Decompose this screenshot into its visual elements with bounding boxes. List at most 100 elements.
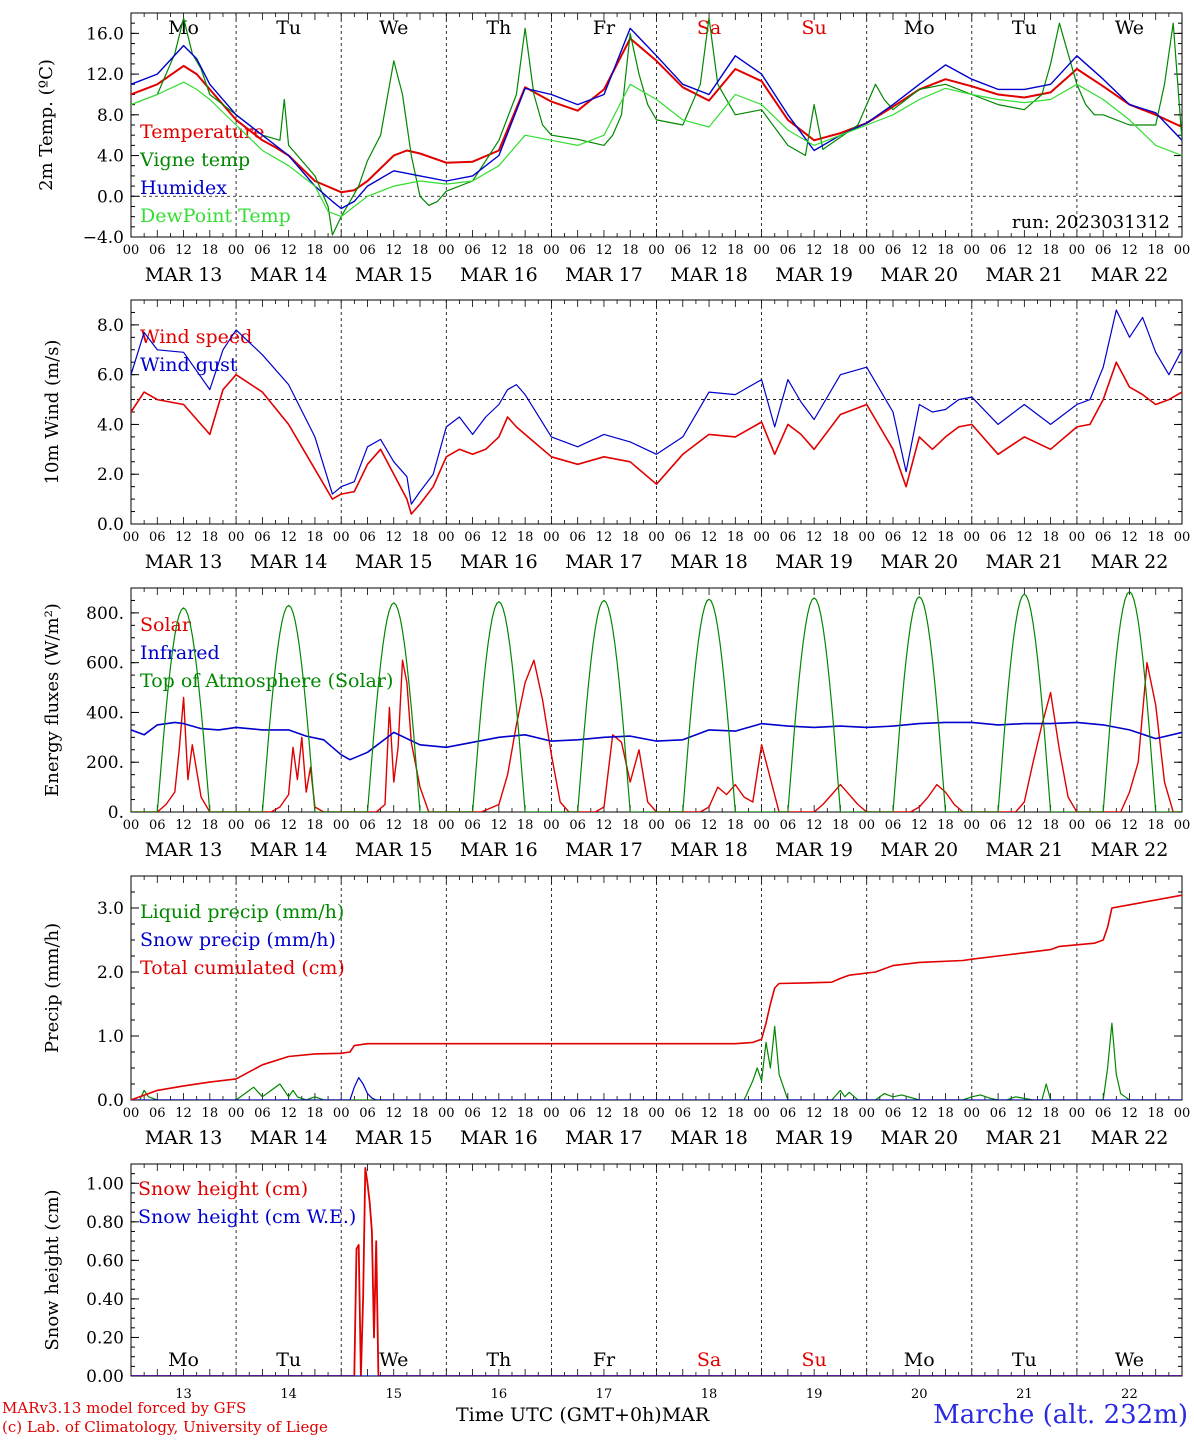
credit-line-2: (c) Lab. of Climatology, University of L…	[2, 1418, 328, 1436]
day-label: MAR 13	[145, 1127, 223, 1149]
hour-tick-label: 00	[648, 243, 665, 258]
hour-tick-label: 12	[491, 818, 508, 833]
hour-tick-label: 12	[385, 1106, 402, 1121]
legend-entry: Snow height (cm)	[138, 1178, 308, 1200]
hour-tick-label: 18	[832, 530, 849, 545]
hour-tick-label: 00	[964, 530, 981, 545]
hour-tick-label: 12	[385, 243, 402, 258]
hour-tick-label: 00	[648, 1106, 665, 1121]
plot-frame	[130, 299, 1183, 525]
y-tick-label: 0.00	[86, 1367, 124, 1387]
hour-tick-label: 18	[727, 1106, 744, 1121]
day-label: MAR 16	[460, 551, 538, 573]
hour-tick-label: 00	[753, 243, 770, 258]
day-label: MAR 15	[355, 264, 433, 286]
panel-2: 0.0 2.0 4.0 6.0 8.0 10m Wind (m/s) 00 06 12 18 MAR…	[42, 299, 1191, 573]
hour-tick-label: 00	[543, 1106, 560, 1121]
hour-tick-label: 00	[753, 818, 770, 833]
y-axis-label: 10m Wind (m/s)	[42, 340, 63, 485]
hour-tick-label: 18	[412, 530, 429, 545]
day-label: MAR 21	[985, 839, 1063, 861]
y-tick-label: 4.0	[97, 415, 124, 435]
hour-tick-label: 00	[123, 530, 140, 545]
month-label: MAR	[661, 1404, 710, 1426]
day-label: MAR 19	[775, 1127, 853, 1149]
hour-tick-label: 00	[753, 1106, 770, 1121]
y-tick-label: 400.	[86, 703, 124, 723]
day-label: MAR 19	[775, 264, 853, 286]
hour-tick-label: 12	[911, 530, 928, 545]
day-number-label: 13	[175, 1387, 192, 1400]
hour-tick-label: 06	[1095, 818, 1112, 833]
hour-tick-label: 06	[780, 818, 797, 833]
day-label: MAR 20	[880, 839, 958, 861]
day-label: MAR 19	[775, 839, 853, 861]
y-tick-label: 800.	[86, 604, 124, 624]
hour-tick-label: 06	[569, 530, 586, 545]
hour-tick-label: 12	[911, 243, 928, 258]
hour-tick-label: 18	[307, 1106, 324, 1121]
day-label: MAR 21	[985, 1127, 1063, 1149]
hour-tick-label: 06	[1095, 530, 1112, 545]
hour-tick-label: 18	[202, 1106, 219, 1121]
hour-tick-label: 12	[175, 1106, 192, 1121]
hour-tick-label: 06	[569, 243, 586, 258]
hour-tick-label: 12	[1016, 1106, 1033, 1121]
hour-tick-label: 00	[333, 818, 350, 833]
series-top-of-atmosphere-solar	[131, 591, 1182, 812]
day-label: MAR 14	[250, 1127, 328, 1149]
hour-tick-label: 12	[175, 818, 192, 833]
hour-tick-label: 18	[622, 818, 639, 833]
hour-tick-label: 00	[228, 818, 245, 833]
hour-tick-label: 18	[517, 1106, 534, 1121]
y-tick-label: 0.20	[86, 1328, 124, 1348]
y-tick-label: 1.00	[86, 1174, 124, 1194]
credit-line-1: MARv3.13 model forced by GFS	[2, 1399, 247, 1417]
hour-tick-label: 18	[937, 1106, 954, 1121]
weekday-label: Su	[802, 17, 827, 39]
day-label: MAR 16	[460, 1127, 538, 1149]
hour-tick-label: 18	[832, 243, 849, 258]
hour-tick-label: 12	[1121, 1106, 1138, 1121]
hour-tick-label: 00	[1174, 818, 1191, 833]
hour-tick-label: 00	[858, 1106, 875, 1121]
y-tick-label: 200.	[86, 753, 124, 773]
hour-tick-label: 18	[307, 818, 324, 833]
day-label: MAR 20	[880, 551, 958, 573]
series-vigne-temp	[131, 17, 1182, 236]
hour-tick-label: 00	[1069, 530, 1086, 545]
hour-tick-label: 12	[1121, 243, 1138, 258]
plot-frame	[130, 12, 1183, 238]
day-label: MAR 22	[1091, 1127, 1169, 1149]
y-tick-label: 0.0	[97, 187, 124, 207]
series-wind-gust	[131, 309, 1182, 505]
hour-tick-label: 06	[464, 1106, 481, 1121]
day-label: MAR 16	[460, 264, 538, 286]
hour-tick-label: 00	[228, 1106, 245, 1121]
hour-tick-label: 00	[1174, 1106, 1191, 1121]
hour-tick-label: 06	[1095, 1106, 1112, 1121]
hour-tick-label: 00	[1174, 530, 1191, 545]
hour-tick-label: 12	[701, 1106, 718, 1121]
legend-entry: DewPoint Temp	[140, 205, 291, 227]
day-label: MAR 15	[355, 839, 433, 861]
hour-tick-label: 18	[727, 530, 744, 545]
hour-tick-label: 06	[149, 243, 166, 258]
hour-tick-label: 12	[1121, 530, 1138, 545]
hour-tick-label: 00	[1174, 243, 1191, 258]
hour-tick-label: 12	[175, 530, 192, 545]
hour-tick-label: 06	[149, 530, 166, 545]
y-tick-label: 0.40	[86, 1290, 124, 1310]
series-snow-precip-mm-h	[131, 1077, 1182, 1100]
hour-tick-label: 00	[438, 1106, 455, 1121]
day-number-label: 20	[911, 1387, 928, 1400]
day-number-label: 15	[385, 1387, 402, 1400]
hour-tick-label: 12	[596, 818, 613, 833]
hour-tick-label: 06	[1095, 243, 1112, 258]
hour-tick-label: 06	[885, 1106, 902, 1121]
y-tick-label: 0.	[108, 803, 124, 823]
hour-tick-label: 06	[359, 1106, 376, 1121]
weekday-label: Mo	[904, 1349, 935, 1371]
legend-entry: Vigne temp	[139, 149, 250, 171]
day-number-label: 18	[701, 1387, 718, 1400]
